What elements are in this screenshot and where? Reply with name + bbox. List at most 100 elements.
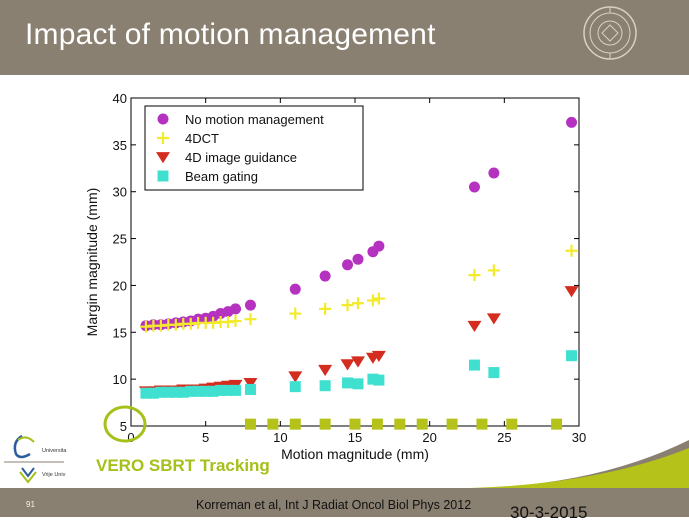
data-point xyxy=(147,387,159,399)
data-point xyxy=(486,313,501,325)
data-point xyxy=(371,418,383,430)
data-point xyxy=(341,299,354,312)
data-point xyxy=(342,377,354,389)
x-tick-label: 15 xyxy=(348,430,362,445)
data-point xyxy=(319,380,331,392)
data-point xyxy=(244,418,256,430)
y-tick-label: 15 xyxy=(113,325,127,340)
data-point xyxy=(488,367,500,379)
data-point xyxy=(192,385,204,397)
data-point xyxy=(229,315,242,328)
legend-marker xyxy=(157,170,169,182)
data-point xyxy=(372,292,385,305)
citation-text: Korreman et al, Int J Radiat Oncol Biol … xyxy=(196,498,472,512)
data-point xyxy=(185,385,197,397)
data-point xyxy=(155,386,167,398)
x-tick-label: 10 xyxy=(273,430,287,445)
data-point xyxy=(170,386,182,398)
y-tick-label: 35 xyxy=(113,138,127,153)
data-point xyxy=(222,384,234,396)
y-tick-label: 20 xyxy=(113,278,127,293)
data-point xyxy=(366,294,379,307)
slide-date: 30-3-2015 xyxy=(510,503,588,522)
data-point xyxy=(162,386,174,398)
legend-label: Beam gating xyxy=(185,169,258,184)
university-seal-icon xyxy=(583,6,637,60)
data-point xyxy=(564,286,579,298)
slide-header: Impact of motion management xyxy=(0,0,689,75)
data-point xyxy=(468,181,480,193)
legend-label: 4DCT xyxy=(185,131,219,146)
data-point xyxy=(288,371,303,383)
y-tick-label: 10 xyxy=(113,372,127,387)
data-point xyxy=(350,356,365,368)
data-point xyxy=(244,299,256,311)
data-point xyxy=(565,244,578,257)
data-point xyxy=(289,418,301,430)
data-point xyxy=(551,418,563,430)
legend-box xyxy=(144,105,364,191)
data-point xyxy=(140,387,152,399)
data-point xyxy=(318,364,333,377)
data-point xyxy=(468,359,480,371)
data-point xyxy=(352,378,364,390)
data-point xyxy=(319,418,331,430)
data-point xyxy=(342,259,354,271)
data-point xyxy=(319,270,331,282)
data-point xyxy=(446,418,458,430)
data-point xyxy=(476,418,488,430)
legend-label: No motion management xyxy=(185,112,324,127)
data-point xyxy=(566,350,578,362)
data-point xyxy=(373,374,385,386)
data-point xyxy=(394,418,406,430)
y-tick-label: 40 xyxy=(113,91,127,106)
data-point xyxy=(371,350,386,363)
data-point xyxy=(349,418,361,430)
footer-decoration xyxy=(0,440,689,517)
data-point xyxy=(416,418,428,430)
data-point xyxy=(367,373,379,385)
y-tick-label: 25 xyxy=(113,232,127,247)
x-tick-label: 30 xyxy=(572,430,586,445)
svg-text:Universita: Universita xyxy=(42,448,67,454)
data-point xyxy=(468,269,481,282)
data-point xyxy=(488,167,500,179)
data-point xyxy=(566,116,578,128)
highlight-label: VERO SBRT Tracking xyxy=(96,456,270,475)
y-tick-label: 30 xyxy=(113,185,127,200)
data-point xyxy=(207,385,219,397)
x-axis-label: Motion magnitude (mm) xyxy=(281,446,429,462)
data-point xyxy=(230,303,242,315)
data-point xyxy=(340,359,355,371)
data-point xyxy=(177,386,189,398)
page-number: 91 xyxy=(26,500,35,509)
data-point xyxy=(230,384,242,396)
data-point xyxy=(267,418,279,430)
chart-legend: No motion management 4DCT 4D image guidanc… xyxy=(144,105,364,191)
data-point xyxy=(467,320,482,333)
legend-marker xyxy=(156,152,170,164)
data-point xyxy=(289,283,301,295)
data-point xyxy=(319,302,332,315)
university-logo: Universita Vrije Univ xyxy=(4,434,67,484)
x-tick-label: 5 xyxy=(202,430,209,445)
legend-label: 4D image guidance xyxy=(185,150,297,165)
data-point xyxy=(244,383,256,395)
legend-marker xyxy=(157,113,169,125)
y-axis-label: Margin magnitude (mm) xyxy=(84,188,100,337)
data-point xyxy=(506,418,518,430)
x-tick-label: 25 xyxy=(497,430,511,445)
data-point xyxy=(243,377,258,390)
data-point xyxy=(200,385,212,397)
svg-text:Vrije Univ: Vrije Univ xyxy=(42,472,66,478)
x-tick-label: 20 xyxy=(422,430,436,445)
data-point xyxy=(373,240,385,252)
data-point xyxy=(487,264,500,277)
data-point xyxy=(352,253,364,265)
data-point xyxy=(351,297,364,310)
data-point xyxy=(289,307,302,320)
y-tick-label: 5 xyxy=(120,419,127,434)
x-tick-label: 0 xyxy=(127,430,134,445)
highlight-circle-annotation xyxy=(103,405,147,443)
